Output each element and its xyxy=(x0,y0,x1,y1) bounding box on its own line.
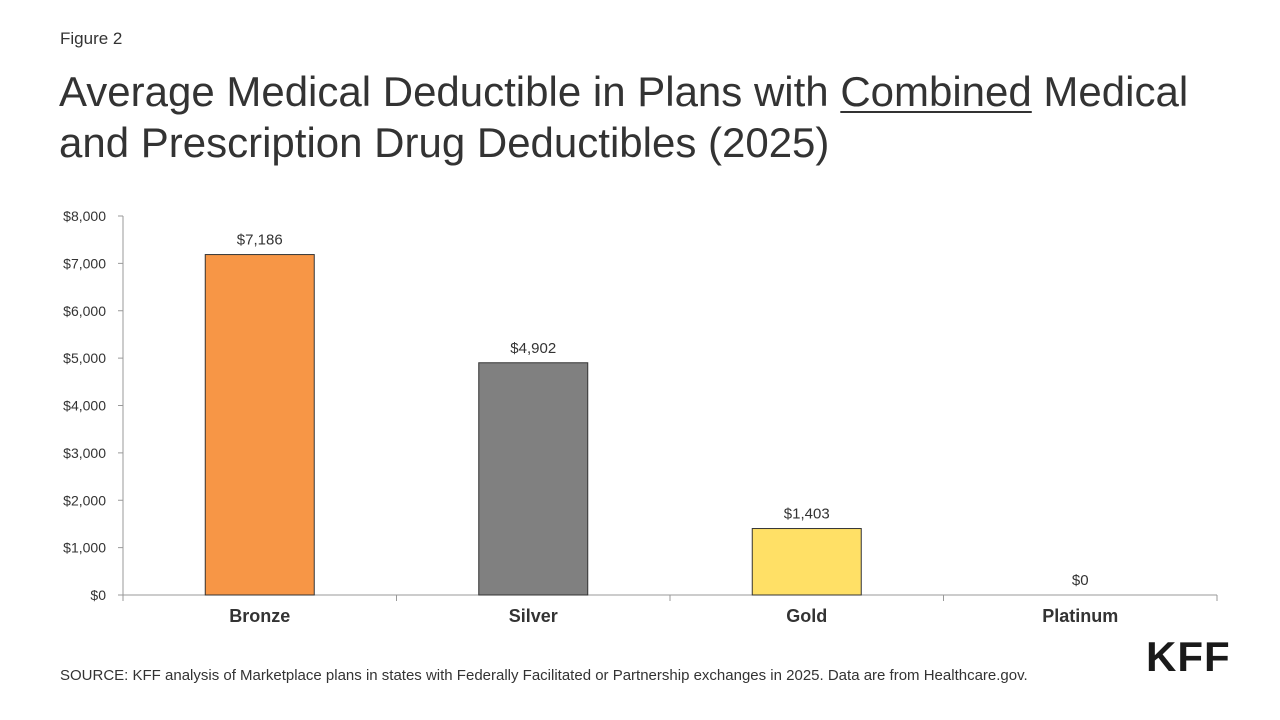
figure-label: Figure 2 xyxy=(60,29,123,48)
x-tick-label: Platinum xyxy=(1042,606,1118,626)
y-tick-label: $2,000 xyxy=(63,492,106,508)
source-note: SOURCE: KFF analysis of Marketplace plan… xyxy=(60,667,1028,684)
x-tick-label: Bronze xyxy=(229,606,290,626)
kff-logo: KFF xyxy=(1146,633,1231,680)
y-tick-label: $7,000 xyxy=(63,255,106,271)
title-underlined-word: Combined xyxy=(840,68,1032,115)
data-label-bronze: $7,186 xyxy=(237,232,283,249)
bar-gold xyxy=(751,528,862,596)
y-tick-label: $6,000 xyxy=(63,303,106,319)
y-tick-label: $0 xyxy=(90,587,106,603)
x-axis: Bronze Silver Gold Platinum xyxy=(122,594,1218,626)
chart-title: Average Medical Deductible in Plans with… xyxy=(59,66,1239,168)
data-label-silver: $4,902 xyxy=(510,340,556,357)
data-labels: $7,186 $4,902 $1,403 $0 xyxy=(237,232,1089,589)
bar-chart: $0 $1,000 $2,000 $3,000 $4,000 $5,000 $6,000 $7… xyxy=(63,208,1218,626)
x-tick-label: Gold xyxy=(786,606,827,626)
y-tick-label: $8,000 xyxy=(63,208,106,224)
y-tick-label: $3,000 xyxy=(63,445,106,461)
bar-silver xyxy=(478,362,589,596)
data-label-platinum: $0 xyxy=(1072,572,1089,589)
y-tick-label: $5,000 xyxy=(63,350,106,366)
title-text-end: Medical and Prescription Drug Deductible… xyxy=(59,68,1189,166)
bars xyxy=(204,254,862,596)
y-tick-label: $1,000 xyxy=(63,540,106,556)
data-label-gold: $1,403 xyxy=(784,506,830,523)
y-axis: $0 $1,000 $2,000 $3,000 $4,000 $5,000 $6,000 $7… xyxy=(63,208,124,603)
y-tick-label: $4,000 xyxy=(63,398,106,414)
bar-bronze xyxy=(204,254,315,596)
x-tick-label: Silver xyxy=(509,606,558,626)
title-text-start: Average Medical Deductible in Plans with xyxy=(59,68,841,115)
